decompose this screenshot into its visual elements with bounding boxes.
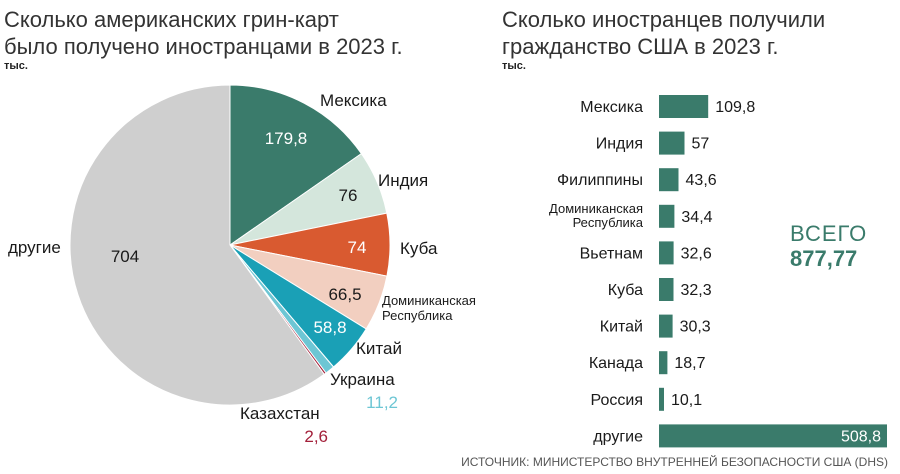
pie-label-украина: Украина <box>330 370 395 389</box>
pie-slice-мексика <box>229 84 363 246</box>
bar-value-россия: 10,1 <box>671 392 702 409</box>
bar-label-китай: Китай <box>600 319 643 336</box>
bar-label-мексика: Мексика <box>580 99 643 116</box>
pie-label-мексика: Мексика <box>320 91 387 110</box>
pie-label-куба: Куба <box>400 239 438 258</box>
bar-label-россия: Россия <box>591 392 643 409</box>
pie-title-line-2: было получено иностранцами в 2023 г. <box>4 34 403 59</box>
bar-вьетнам <box>659 241 674 265</box>
bar-label-доминиканская-республика: Доминиканская Республика <box>549 201 644 230</box>
pie-slice-другие <box>69 84 325 406</box>
bar-value-индия: 57 <box>692 136 710 153</box>
pie-value-другие: 704 <box>111 247 139 266</box>
bar-value-китай: 30,3 <box>680 319 711 336</box>
bar-value-доминиканская-республика: 34,4 <box>681 209 712 226</box>
bar-value-другие: 508,8 <box>841 428 881 445</box>
pie-title-line-1: Сколько американских грин-карт <box>4 7 339 32</box>
bar-куба <box>659 278 674 301</box>
bar-китай <box>659 314 673 338</box>
pie-label-казахстан: Казахстан <box>240 404 320 423</box>
pie-chart-title: Сколько американских грин-карт было полу… <box>4 6 403 60</box>
pie-value-доминиканская-республика: 66,5 <box>328 285 361 304</box>
pie-value-казахстан: 2,6 <box>304 427 328 446</box>
bar-label-другие: другие <box>593 428 643 445</box>
bar-value-вьетнам: 32,6 <box>681 245 712 262</box>
bar-label-индия: Индия <box>596 136 643 153</box>
bar-label-куба: Куба <box>608 282 643 299</box>
pie-unit-label: тыс. <box>4 60 28 72</box>
pie-chart: 179,8 Мексика 76 Индия 74 Куба 66,5 Доминиканск… <box>8 84 476 446</box>
bar-канада <box>659 351 668 375</box>
total-label: ВСЕГО <box>790 221 868 246</box>
bar-value-канада: 18,7 <box>674 355 705 372</box>
bar-россия <box>659 387 664 411</box>
source-note: ИСТОЧНИК: МИНИСТЕРСТВО ВНУТРЕННЕЙ БЕЗОПА… <box>461 455 888 469</box>
pie-label-китай: Китай <box>356 339 402 358</box>
pie-value-украина: 11,2 <box>366 393 398 412</box>
pie-value-китай: 58,8 <box>313 318 346 337</box>
bar-title-line-2: гражданство США в 2023 г. <box>502 34 779 59</box>
bar-филиппины <box>659 168 679 192</box>
bar-label-филиппины: Филиппины <box>557 172 643 189</box>
bar-другие <box>659 424 887 448</box>
pie-label-доминиканская-республика: Доминиканская Республика <box>382 293 476 323</box>
bar-мексика <box>659 95 709 118</box>
pie-label-индия: Индия <box>378 171 428 190</box>
bar-value-мексика: 109,8 <box>715 99 755 116</box>
pie-value-индия: 76 <box>339 186 358 205</box>
bar-title-line-1: Сколько иностранцев получили <box>502 7 826 32</box>
bar-доминиканская-республика <box>659 204 675 228</box>
total-block: ВСЕГО 877,77 <box>790 222 867 272</box>
pie-value-мексика: 179,8 <box>265 129 308 148</box>
bar-индия <box>659 131 685 155</box>
pie-value-куба: 74 <box>348 238 367 257</box>
bar-label-канада: Канада <box>589 355 643 372</box>
bar-unit-label: тыс. <box>502 60 526 72</box>
bar-value-куба: 32,3 <box>680 282 711 299</box>
bar-value-филиппины: 43,6 <box>686 172 717 189</box>
pie-label-другие: другие <box>8 238 61 257</box>
total-value: 877,77 <box>790 246 858 271</box>
bar-chart-title: Сколько иностранцев получили гражданство… <box>502 6 825 60</box>
bar-label-вьетнам: Вьетнам <box>580 245 643 262</box>
